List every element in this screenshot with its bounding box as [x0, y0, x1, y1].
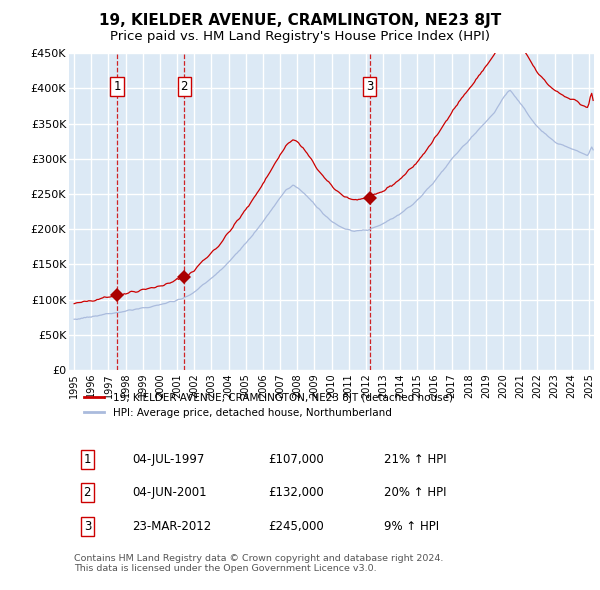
Text: 3: 3	[366, 80, 373, 93]
Text: Price paid vs. HM Land Registry's House Price Index (HPI): Price paid vs. HM Land Registry's House …	[110, 30, 490, 43]
Legend: 19, KIELDER AVENUE, CRAMLINGTON, NE23 8JT (detached house), HPI: Average price, : 19, KIELDER AVENUE, CRAMLINGTON, NE23 8J…	[79, 389, 457, 422]
Text: 2: 2	[83, 486, 91, 499]
Text: £107,000: £107,000	[269, 453, 324, 466]
Text: 04-JUL-1997: 04-JUL-1997	[132, 453, 205, 466]
Text: 19, KIELDER AVENUE, CRAMLINGTON, NE23 8JT: 19, KIELDER AVENUE, CRAMLINGTON, NE23 8J…	[99, 13, 501, 28]
Text: £132,000: £132,000	[269, 486, 324, 499]
Text: 23-MAR-2012: 23-MAR-2012	[132, 520, 211, 533]
Text: 04-JUN-2001: 04-JUN-2001	[132, 486, 206, 499]
Text: 2: 2	[181, 80, 188, 93]
Text: £245,000: £245,000	[269, 520, 324, 533]
Text: 20% ↑ HPI: 20% ↑ HPI	[384, 486, 446, 499]
Text: 21% ↑ HPI: 21% ↑ HPI	[384, 453, 446, 466]
Text: 1: 1	[113, 80, 121, 93]
Text: 1: 1	[83, 453, 91, 466]
Text: 3: 3	[83, 520, 91, 533]
Text: 9% ↑ HPI: 9% ↑ HPI	[384, 520, 439, 533]
Text: Contains HM Land Registry data © Crown copyright and database right 2024.
This d: Contains HM Land Registry data © Crown c…	[74, 554, 443, 573]
